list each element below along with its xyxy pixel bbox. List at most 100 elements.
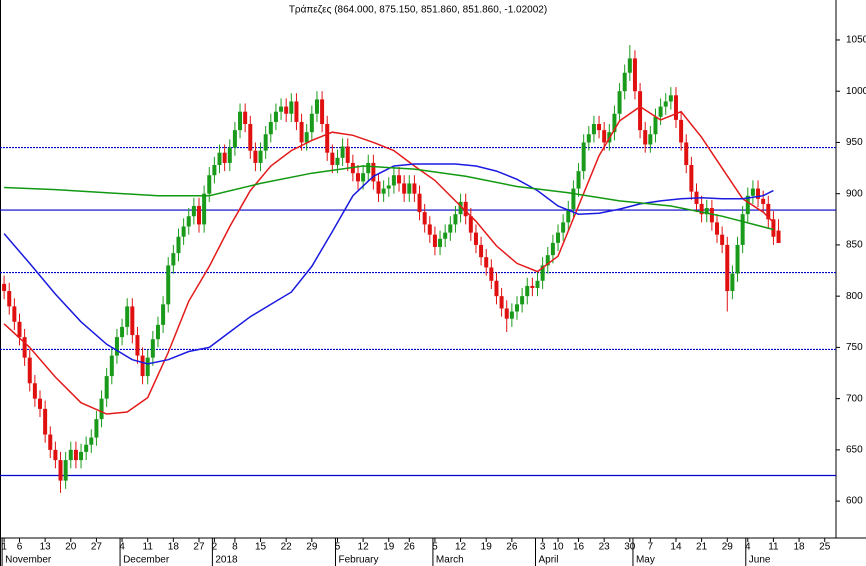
candle-body <box>381 188 386 194</box>
chart-title: Τράπεζες (864.000, 875.150, 851.860, 851… <box>289 4 547 16</box>
candle-body <box>586 134 591 143</box>
y-tick-label: 650 <box>846 445 863 456</box>
candle-body <box>320 99 325 124</box>
candle-body <box>663 101 668 107</box>
candle-body <box>125 306 130 327</box>
candle-body <box>776 230 781 244</box>
candle-body <box>27 357 32 384</box>
x-tick-label: 10 <box>552 542 564 553</box>
candle-body <box>397 175 402 184</box>
candle-body <box>422 212 427 225</box>
candle-body <box>309 113 314 133</box>
candle-body <box>150 339 155 358</box>
candle-body <box>545 255 550 266</box>
candle-body <box>514 304 519 312</box>
candle-body <box>473 232 478 245</box>
candle-body <box>330 152 335 165</box>
x-tick-label: 25 <box>819 542 831 553</box>
candle-body <box>227 147 232 163</box>
candle-body <box>289 101 294 114</box>
candle-body <box>12 306 17 322</box>
candle-body <box>99 398 104 420</box>
x-tick-label: 5 <box>432 542 438 553</box>
candle-body <box>520 296 525 305</box>
candle-body <box>540 265 545 281</box>
candle-body <box>468 216 473 233</box>
candle-body <box>530 285 535 288</box>
candle-body <box>104 376 109 399</box>
candle-body <box>53 449 58 461</box>
candle-body <box>43 408 48 435</box>
candle-body <box>243 111 248 124</box>
month-label: March <box>436 555 464 566</box>
average-line <box>3 105 774 415</box>
candle-body <box>186 216 191 227</box>
x-tick-label: 12 <box>455 542 467 553</box>
candle-body <box>166 265 171 305</box>
candle-body <box>756 188 761 199</box>
candle-body <box>7 291 12 307</box>
x-tick-label: 6 <box>17 542 23 553</box>
candle-body <box>325 123 330 153</box>
candle-body <box>371 162 376 182</box>
candle-body <box>668 95 673 102</box>
candle-body <box>114 337 119 356</box>
candle-body <box>294 101 299 122</box>
candle-body <box>161 304 166 325</box>
month-label: 2018 <box>215 555 238 566</box>
candle-body <box>140 355 145 377</box>
candle-body <box>207 175 212 194</box>
x-tick-label: 26 <box>506 542 518 553</box>
candle-body <box>417 193 422 213</box>
candle-body <box>509 311 514 319</box>
candle-body <box>314 99 319 114</box>
candle-body <box>715 222 720 235</box>
candle-body <box>258 150 263 163</box>
x-tick-label: 18 <box>794 542 806 553</box>
candle-body <box>155 324 160 340</box>
candle-body <box>561 222 566 233</box>
candle-body <box>638 91 643 131</box>
candle-body <box>176 236 181 254</box>
candle-body <box>550 242 555 256</box>
x-tick-label: 16 <box>573 542 585 553</box>
candle-body <box>484 257 489 268</box>
candle-body <box>279 106 284 112</box>
x-tick-label: 30 <box>624 542 636 553</box>
x-tick-label: 11 <box>143 542 154 553</box>
candle-body <box>479 244 484 258</box>
y-tick-label: 900 <box>846 188 863 199</box>
x-tick-label: 1 <box>1 542 7 553</box>
candle-body <box>145 357 150 377</box>
month-label: February <box>338 555 378 566</box>
x-tick-label: 29 <box>306 542 318 553</box>
candle-body <box>22 337 27 358</box>
candle-body <box>68 449 73 461</box>
x-tick-label: 11 <box>768 542 779 553</box>
candle-body <box>622 72 627 92</box>
candle-body <box>253 150 258 163</box>
candle-body <box>766 203 771 220</box>
candle-body <box>581 142 586 172</box>
y-tick-label: 750 <box>846 342 863 353</box>
candle-body <box>17 321 22 338</box>
candle-body <box>335 157 340 165</box>
candle-body <box>84 444 89 452</box>
candle-body <box>427 224 432 235</box>
candle-body <box>602 130 607 143</box>
candle-body <box>366 162 371 174</box>
x-tick-label: 14 <box>670 542 682 553</box>
candle-body <box>720 234 725 245</box>
x-tick-label: 12 <box>358 542 370 553</box>
candle-body <box>684 142 689 165</box>
x-tick-label: 4 <box>119 542 125 553</box>
month-label: November <box>5 555 52 566</box>
candle-body <box>740 214 745 245</box>
x-tick-label: 8 <box>232 542 238 553</box>
x-tick-label: 13 <box>40 542 52 553</box>
candle-body <box>58 460 63 481</box>
candle-body <box>643 130 648 145</box>
x-tick-label: 19 <box>383 542 395 553</box>
candle-body <box>725 244 730 292</box>
y-tick-label: 800 <box>846 291 863 302</box>
